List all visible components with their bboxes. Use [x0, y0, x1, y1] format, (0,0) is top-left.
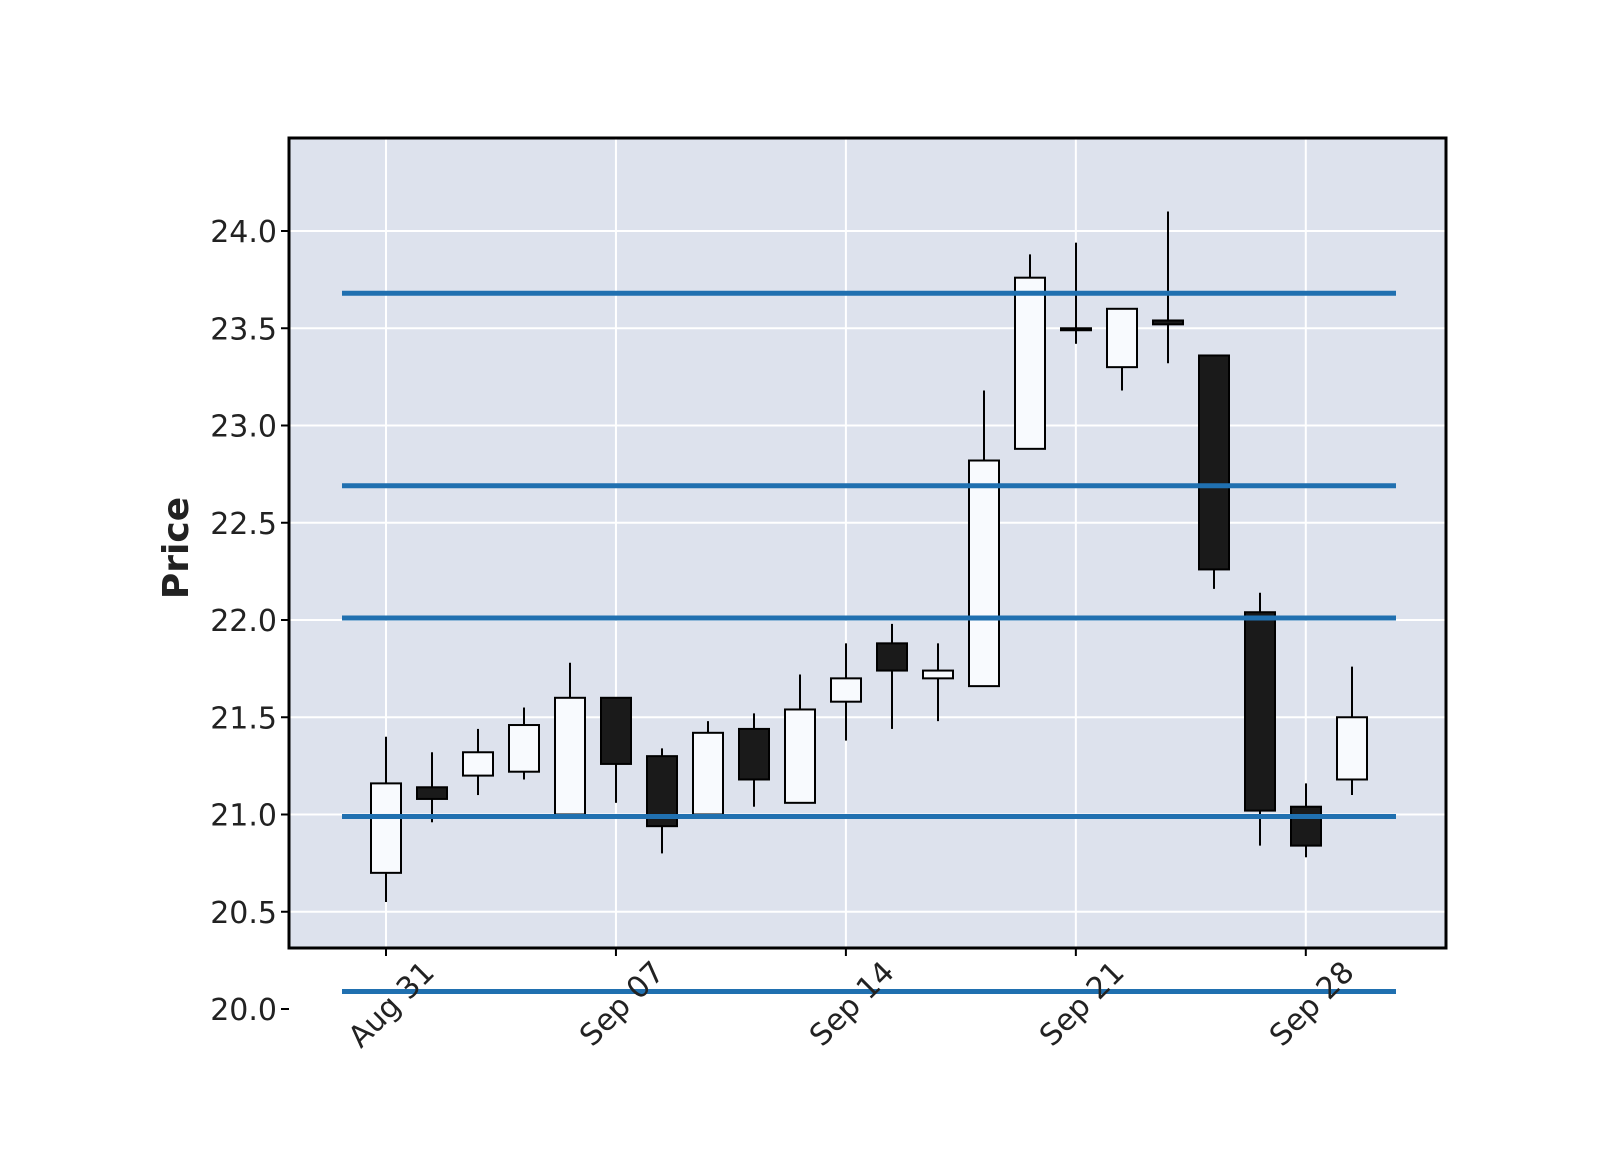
candle [1152, 211, 1184, 364]
candle-body [554, 696, 586, 816]
plot-background [289, 138, 1446, 948]
candle [1290, 783, 1322, 858]
candle [1244, 592, 1276, 846]
candle-body [830, 677, 862, 703]
candle [416, 752, 448, 823]
candle [1198, 354, 1230, 589]
candle [1106, 307, 1138, 391]
y-axis-ticks: 20.0 20.5 21.0 21.5 22.0 22.5 23.0 23.5 24.0 [210, 215, 289, 1028]
candle [922, 643, 954, 722]
y-tick-label: 20.5 [210, 896, 277, 931]
candle-body [1014, 276, 1046, 450]
candle-body [1152, 319, 1184, 326]
candle-body [1060, 327, 1092, 332]
plot-frame [287, 136, 1448, 950]
candle [370, 736, 402, 903]
candle-body [738, 727, 770, 781]
candle-body [1106, 307, 1138, 369]
x-tick-label: Sep 07 [573, 955, 671, 1053]
candles [370, 211, 1368, 903]
candle-body [600, 696, 632, 765]
candle-body [1198, 354, 1230, 571]
candle-body [370, 782, 402, 874]
candle [830, 643, 862, 741]
candle [1336, 666, 1368, 796]
candle [462, 728, 494, 796]
y-tick-label: 22.5 [210, 507, 277, 542]
candle [876, 623, 908, 729]
candle [692, 721, 724, 816]
y-tick-label: 20.0 [210, 993, 277, 1028]
candle [738, 713, 770, 807]
y-tick-label: 24.0 [210, 215, 277, 250]
candle [600, 696, 632, 803]
candle-body [784, 708, 816, 804]
candle [1014, 254, 1046, 450]
candle [784, 674, 816, 804]
x-tick-label: Sep 28 [1263, 955, 1361, 1053]
y-tick-label: 23.5 [210, 312, 277, 347]
y-tick-label: 22.0 [210, 604, 277, 639]
x-axis-ticks: Aug 31 Sep 07 Sep 14 Sep 21 Sep 28 [342, 948, 1361, 1055]
candle-body [922, 669, 954, 680]
candle [968, 390, 1000, 688]
x-tick-label: Sep 21 [1033, 955, 1131, 1053]
candle-body [508, 724, 540, 773]
candle-body [692, 731, 724, 816]
y-tick-label: 21.5 [210, 701, 277, 736]
y-axis-title: Price [156, 497, 197, 599]
candle-body [1336, 716, 1368, 781]
x-tick-label: Aug 31 [342, 955, 442, 1055]
candle [508, 707, 540, 780]
y-tick-label: 23.0 [210, 410, 277, 445]
x-tick-label: Sep 14 [803, 955, 901, 1053]
candle-body [1290, 805, 1322, 847]
y-tick-label: 21.0 [210, 799, 277, 834]
candle-body [876, 642, 908, 672]
candle-body [1244, 611, 1276, 812]
candle-body [416, 786, 448, 800]
candle-body [462, 751, 494, 777]
candle-body [968, 459, 1000, 688]
horizontal-lines [342, 290, 1396, 994]
